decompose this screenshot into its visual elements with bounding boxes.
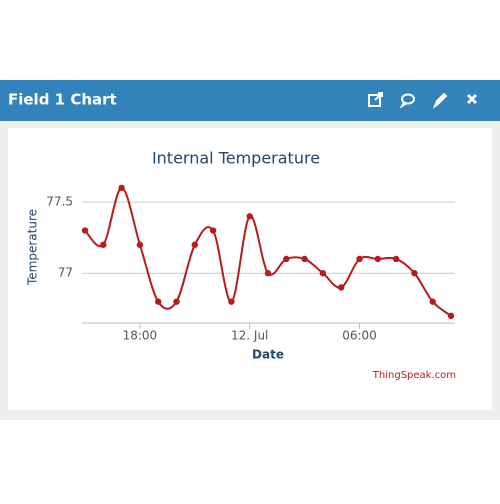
data-point [118,184,125,192]
data-point [356,255,363,263]
data-point [411,270,418,277]
series-line [84,186,452,317]
edit-icon[interactable] [432,92,448,109]
y-axis-label: Temperature [26,209,40,286]
close-icon[interactable] [466,93,478,105]
data-point [246,213,253,220]
data-point [338,284,345,291]
data-point [392,255,400,263]
chart-title: Internal Temperature [152,149,320,168]
data-point [283,255,290,263]
data-point [374,255,381,263]
data-point [136,241,144,248]
x-tick-label: 06:00 [342,329,377,343]
data-point [81,227,89,234]
data-point [429,298,436,305]
header-icons [368,92,478,109]
data-point [155,298,162,305]
data-point [319,270,327,277]
header-title: Field 1 Chart [8,91,117,109]
data-point [173,298,180,305]
data-point [447,312,455,320]
y-tick-label: 77.5 [46,195,73,209]
open-icon[interactable] [368,92,383,107]
data-point [191,241,198,248]
x-axis-label: Date [252,348,284,362]
x-tick-label: 18:00 [123,329,158,343]
data-point [228,298,235,305]
header-bar [0,80,500,121]
data-point [301,255,308,263]
chart-area [8,128,492,410]
x-tick-label: 12. Jul [231,329,268,343]
y-tick-label: 77 [58,266,73,280]
comment-icon[interactable] [399,93,415,109]
data-point [264,270,272,277]
data-point [209,227,217,234]
data-point [100,241,107,248]
credit[interactable]: ThingSpeak.com [372,370,456,381]
